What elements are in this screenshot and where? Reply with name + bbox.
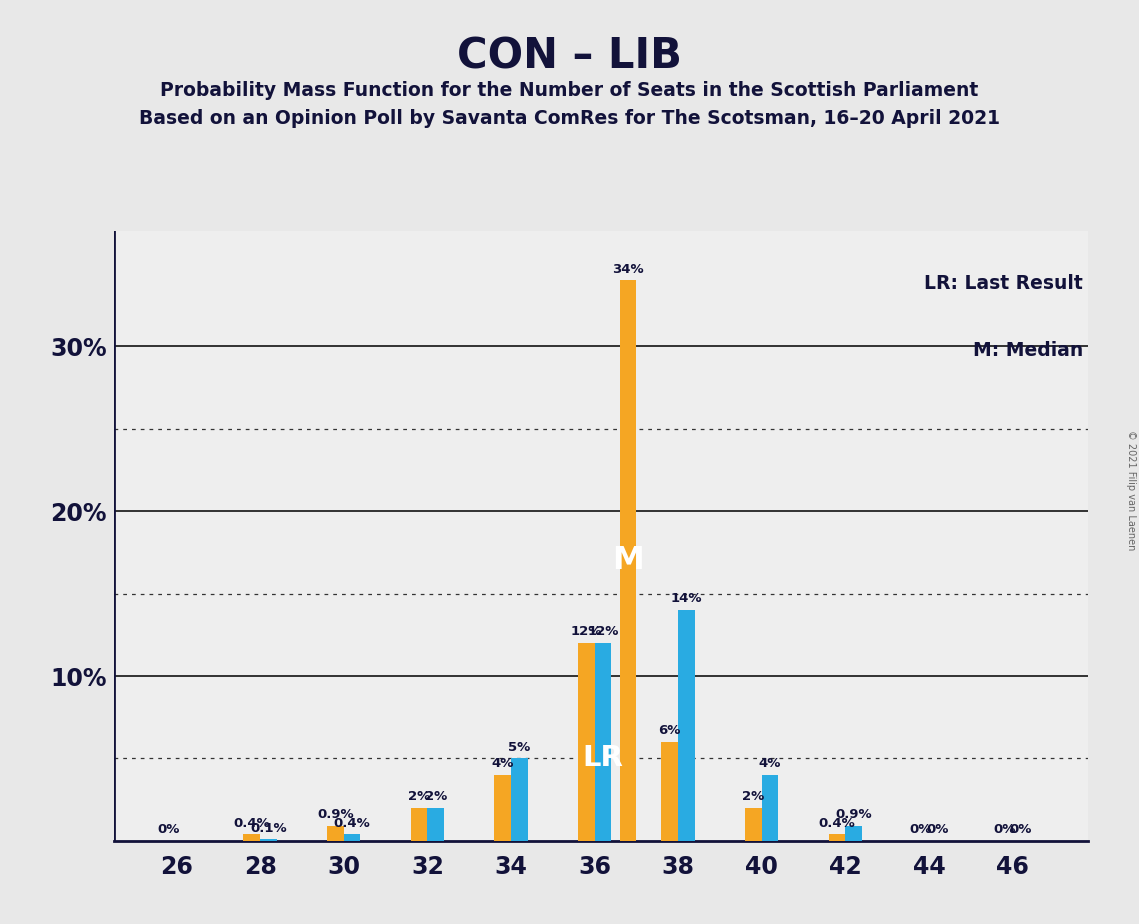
- Text: 5%: 5%: [508, 741, 531, 754]
- Bar: [344, 834, 361, 841]
- Text: 0.1%: 0.1%: [251, 821, 287, 834]
- Bar: [845, 826, 862, 841]
- Text: Probability Mass Function for the Number of Seats in the Scottish Parliament: Probability Mass Function for the Number…: [161, 81, 978, 101]
- Text: 4%: 4%: [491, 758, 514, 771]
- Text: Based on an Opinion Poll by Savanta ComRes for The Scotsman, 16–20 April 2021: Based on an Opinion Poll by Savanta ComR…: [139, 109, 1000, 128]
- Text: 0%: 0%: [926, 823, 949, 836]
- Text: 0%: 0%: [993, 823, 1015, 836]
- Bar: [327, 826, 344, 841]
- Bar: [745, 808, 762, 841]
- Text: 6%: 6%: [658, 724, 681, 737]
- Bar: [828, 834, 845, 841]
- Text: 0%: 0%: [909, 823, 932, 836]
- Bar: [427, 808, 444, 841]
- Bar: [678, 610, 695, 841]
- Text: 4%: 4%: [759, 758, 781, 771]
- Bar: [662, 742, 678, 841]
- Text: 2%: 2%: [408, 790, 431, 803]
- Text: 0.9%: 0.9%: [317, 808, 354, 821]
- Bar: [620, 281, 637, 841]
- Bar: [244, 834, 260, 841]
- Text: 2%: 2%: [425, 790, 446, 803]
- Text: 0.9%: 0.9%: [835, 808, 872, 821]
- Text: 0.4%: 0.4%: [334, 817, 370, 830]
- Text: 2%: 2%: [743, 790, 764, 803]
- Bar: [577, 643, 595, 841]
- Text: LR: LR: [582, 744, 623, 772]
- Text: © 2021 Filip van Laenen: © 2021 Filip van Laenen: [1126, 430, 1136, 550]
- Bar: [494, 775, 511, 841]
- Text: 12%: 12%: [571, 626, 601, 638]
- Text: 0%: 0%: [1009, 823, 1032, 836]
- Text: M: M: [612, 545, 644, 577]
- Bar: [762, 775, 778, 841]
- Bar: [595, 643, 612, 841]
- Text: 0.4%: 0.4%: [233, 817, 270, 830]
- Text: LR: Last Result: LR: Last Result: [924, 274, 1083, 293]
- Text: CON – LIB: CON – LIB: [457, 35, 682, 77]
- Text: 0.4%: 0.4%: [819, 817, 855, 830]
- Text: 0%: 0%: [157, 823, 180, 836]
- Text: M: Median: M: Median: [973, 341, 1083, 359]
- Bar: [260, 839, 277, 841]
- Bar: [511, 759, 527, 841]
- Text: 12%: 12%: [588, 626, 618, 638]
- Bar: [411, 808, 427, 841]
- Text: 34%: 34%: [612, 262, 644, 276]
- Text: 14%: 14%: [671, 592, 703, 605]
